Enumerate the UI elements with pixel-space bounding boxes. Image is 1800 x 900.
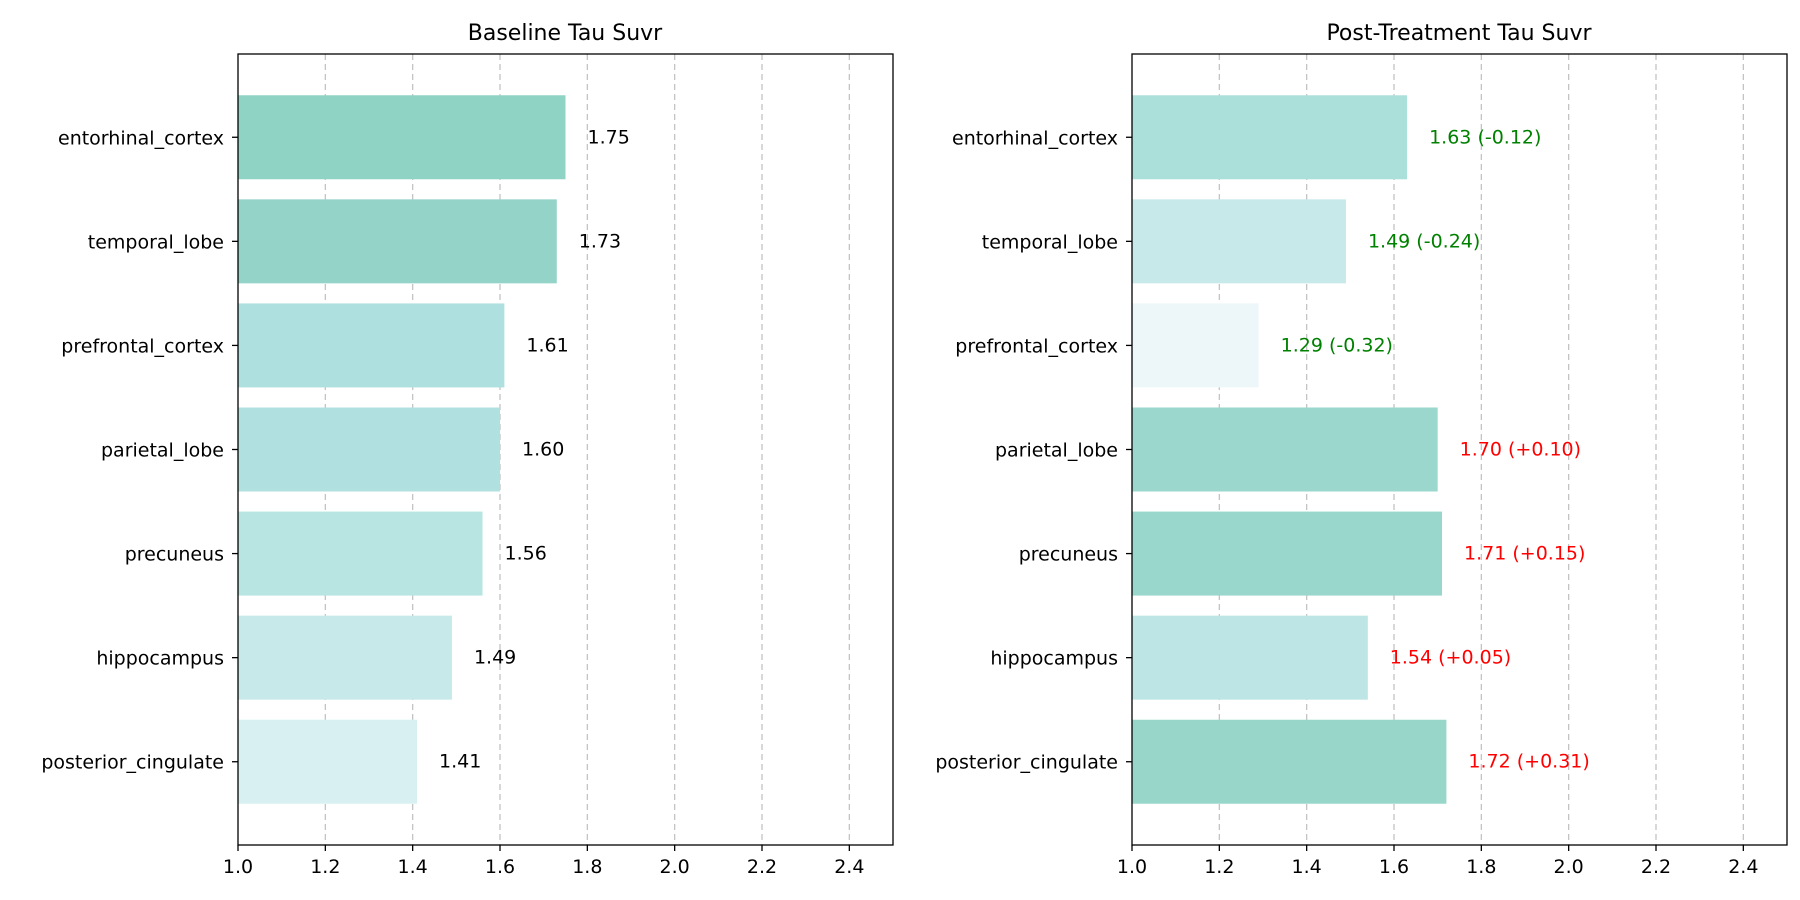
bar-value-label: 1.75 <box>588 126 630 148</box>
x-tick-label: 2.4 <box>1728 856 1758 878</box>
x-tick-label: 1.8 <box>1466 856 1496 878</box>
category-label: posterior_cingulate <box>41 752 224 774</box>
bar-value-label: 1.54 (+0.05) <box>1390 647 1511 669</box>
baseline-chart-panel: Baseline Tau Suvr 1.75 entorhinal_cortex 1… <box>41 21 894 878</box>
category-label: temporal_lobe <box>88 231 224 253</box>
bar-entorhinal_cortex <box>238 95 566 180</box>
bar-value-label: 1.41 <box>439 751 481 773</box>
category-label: prefrontal_cortex <box>955 335 1118 357</box>
bar-value-label: 1.49 <box>474 647 516 669</box>
x-tick-label: 2.2 <box>1641 856 1671 878</box>
x-tick-label: 1.4 <box>1292 856 1322 878</box>
bar-value-label: 1.61 <box>526 334 568 356</box>
bar-parietal_lobe <box>238 407 500 492</box>
post-treatment-chart-panel: Post-Treatment Tau Suvr 1.63 (-0.12) ento… <box>935 21 1788 878</box>
bar-value-label: 1.29 (-0.32) <box>1281 334 1393 356</box>
category-label: entorhinal_cortex <box>58 127 224 149</box>
x-tick-label: 2.4 <box>834 856 864 878</box>
bar-prefrontal_cortex <box>238 303 505 388</box>
bar-value-label: 1.56 <box>505 543 547 565</box>
category-label: parietal_lobe <box>995 440 1118 462</box>
bar-precuneus <box>1132 511 1443 596</box>
x-tick-label: 2.2 <box>747 856 777 878</box>
bar-value-label: 1.70 (+0.10) <box>1460 439 1581 461</box>
x-tick-label: 1.0 <box>223 856 253 878</box>
x-tick-label: 1.2 <box>1204 856 1234 878</box>
bar-parietal_lobe <box>1132 407 1438 492</box>
bar-value-label: 1.49 (-0.24) <box>1368 230 1480 252</box>
x-tick-label: 2.0 <box>660 856 690 878</box>
chart-title: Post-Treatment Tau Suvr <box>1326 21 1592 46</box>
plot-area-frame <box>237 53 894 846</box>
x-tick-label: 1.0 <box>1117 856 1147 878</box>
x-tick-label: 1.6 <box>485 856 515 878</box>
x-tick-label: 1.2 <box>310 856 340 878</box>
x-tick-label: 1.6 <box>1379 856 1409 878</box>
bar-temporal_lobe <box>1132 199 1346 284</box>
category-label: parietal_lobe <box>101 440 224 462</box>
x-tick-label: 2.0 <box>1554 856 1584 878</box>
x-tick-label: 1.4 <box>398 856 428 878</box>
category-label: temporal_lobe <box>982 231 1118 253</box>
chart-title: Baseline Tau Suvr <box>468 21 663 46</box>
bar-value-label: 1.60 <box>522 439 564 461</box>
bar-precuneus <box>238 511 483 596</box>
category-label: entorhinal_cortex <box>952 127 1118 149</box>
bar-hippocampus <box>238 615 452 700</box>
category-label: hippocampus <box>96 648 224 670</box>
plot-area-frame <box>1131 53 1788 846</box>
bar-entorhinal_cortex <box>1132 95 1408 180</box>
category-label: posterior_cingulate <box>935 752 1118 774</box>
bar-value-label: 1.71 (+0.15) <box>1464 543 1585 565</box>
bar-posterior_cingulate <box>238 719 418 804</box>
category-label: precuneus <box>125 544 224 566</box>
bar-posterior_cingulate <box>1132 719 1447 804</box>
x-tick-label: 1.8 <box>572 856 602 878</box>
bar-temporal_lobe <box>238 199 557 284</box>
category-label: precuneus <box>1019 544 1118 566</box>
bar-prefrontal_cortex <box>1132 303 1259 388</box>
bar-value-label: 1.72 (+0.31) <box>1468 751 1589 773</box>
bar-value-label: 1.63 (-0.12) <box>1429 126 1541 148</box>
category-label: prefrontal_cortex <box>61 335 224 357</box>
bar-value-label: 1.73 <box>579 230 621 252</box>
bar-hippocampus <box>1132 615 1368 700</box>
category-label: hippocampus <box>990 648 1118 670</box>
